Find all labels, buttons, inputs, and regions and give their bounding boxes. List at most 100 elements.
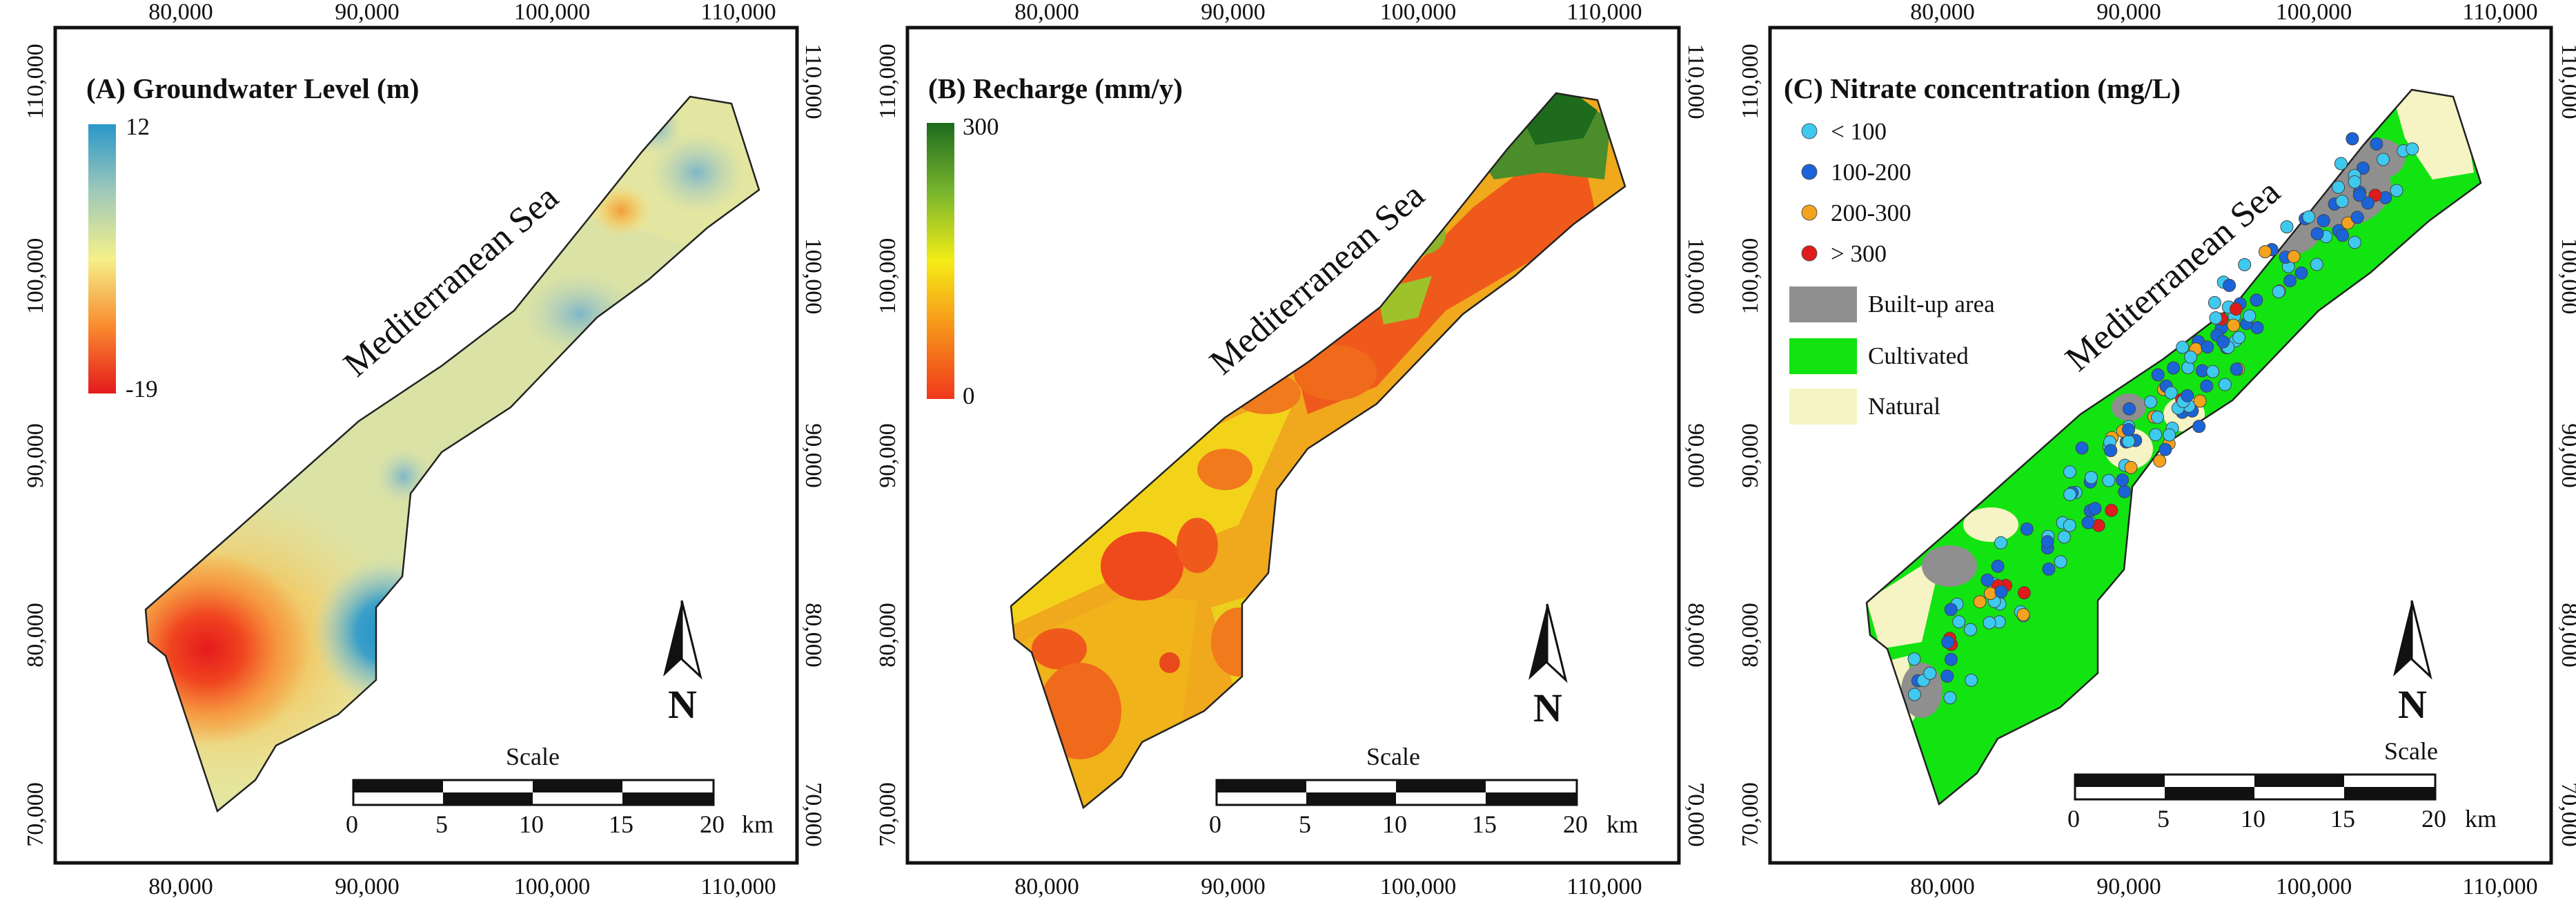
y-tick: 90,000	[23, 423, 48, 488]
well-point	[2085, 471, 2098, 485]
x-tick: 90,000	[335, 874, 400, 899]
well-point	[2336, 228, 2350, 242]
legend-label: > 300	[1831, 240, 1887, 267]
well-point	[2238, 257, 2252, 271]
well-point	[2283, 274, 2297, 288]
x-tick: 100,000	[514, 0, 591, 25]
x-tick: 80,000	[1014, 874, 1079, 899]
y-tick: 100,000	[1738, 238, 1763, 315]
well-point	[2348, 235, 2361, 249]
scale-bar: Scale 0 5 10 15 20 km	[1209, 743, 1638, 838]
well-point	[1983, 587, 1997, 601]
well-point	[2208, 295, 2221, 309]
legend-label: 100-200	[1831, 159, 1911, 186]
well-point	[1907, 652, 1921, 666]
scale-bar: Scale 0 5 10 15 20 km	[346, 743, 774, 838]
y-tick: 100,000	[23, 238, 48, 315]
legend-swatch-gt300	[1801, 245, 1818, 262]
well-point	[2250, 293, 2263, 307]
north-arrow-icon: N	[663, 600, 702, 727]
well-point	[2230, 362, 2243, 376]
panel-nitrate: (C) Nitrate concentration (mg/L) < 100 1…	[1715, 0, 2576, 905]
well-point	[2102, 474, 2116, 487]
y-tick: 110,000	[23, 43, 48, 119]
y-tick: 110,000	[800, 43, 826, 119]
y-tick: 90,000	[2557, 423, 2576, 488]
well-point	[2163, 428, 2176, 442]
well-point	[1907, 688, 1921, 701]
scale-tick: 10	[519, 810, 544, 838]
x-tick: 110,000	[1566, 874, 1642, 899]
x-tick: 100,000	[2276, 0, 2352, 25]
legend-label: Built-up area	[1868, 291, 1995, 318]
well-point	[2229, 302, 2243, 316]
scale-unit: km	[1606, 810, 1638, 838]
x-axis-bottom: 80,000 90,000 100,000 110,000	[1014, 874, 1642, 899]
y-tick: 110,000	[2557, 43, 2576, 119]
well-point	[1944, 603, 1958, 616]
y-tick: 80,000	[875, 603, 901, 668]
panel-recharge: (B) Recharge (mm/y) 300 0 Mediterranean …	[852, 0, 1708, 905]
well-point	[2193, 394, 2207, 408]
well-point	[2088, 502, 2102, 516]
well-point	[2181, 389, 2194, 402]
y-tick: 80,000	[23, 603, 48, 668]
well-point	[2317, 214, 2330, 228]
well-point	[1945, 652, 1958, 666]
x-axis-top: 80,000 90,000 100,000 110,000	[1910, 0, 2537, 25]
well-point	[2348, 175, 2361, 188]
x-axis-top: 80,000 90,000 100,000 110,000	[148, 0, 776, 25]
well-point	[2063, 518, 2076, 532]
x-tick: 110,000	[2462, 874, 2537, 899]
map-c: (C) Nitrate concentration (mg/L) < 100 1…	[1738, 0, 2576, 899]
well-point	[2370, 137, 2383, 150]
scale-tick: 0	[346, 810, 358, 838]
well-point	[2105, 503, 2118, 517]
legend-min-label: 0	[963, 382, 975, 409]
north-arrow-icon: N	[2393, 600, 2432, 727]
y-tick: 70,000	[800, 782, 826, 847]
legend-label: Natural	[1868, 393, 1940, 420]
well-point	[2151, 410, 2164, 424]
x-tick: 100,000	[514, 874, 591, 899]
y-axis-right: 110,000 100,000 90,000 80,000 70,000	[800, 43, 826, 846]
panel-groundwater-level: (A) Groundwater Level (m) 12 -19 Mediter…	[0, 0, 828, 905]
y-tick: 90,000	[1683, 423, 1708, 488]
well-point	[1941, 635, 1955, 649]
scale-tick: 10	[2241, 805, 2265, 833]
well-point	[2406, 142, 2419, 156]
well-point	[2104, 444, 2118, 458]
x-tick: 90,000	[1201, 0, 1266, 25]
map-a: (A) Groundwater Level (m) 12 -19 Mediter…	[23, 0, 826, 899]
well-point	[2118, 485, 2132, 498]
y-axis-right: 110,000 100,000 90,000 80,000 70,000	[1683, 43, 1708, 846]
legend: < 100 100-200 200-300 > 300 Built-up are…	[1789, 118, 1995, 425]
y-axis-left: 110,000 100,000 90,000 80,000 70,000	[875, 43, 901, 846]
well-point	[2302, 210, 2316, 224]
well-point	[2335, 195, 2349, 208]
well-point	[2116, 473, 2130, 487]
well-point	[2216, 335, 2230, 349]
well-point	[2352, 188, 2366, 202]
well-point	[2057, 530, 2071, 544]
well-point	[1973, 595, 1987, 609]
x-tick: 90,000	[335, 0, 400, 25]
legend-max-label: 12	[126, 113, 150, 140]
y-tick: 90,000	[875, 423, 901, 488]
well-point	[1952, 615, 1966, 629]
scale-tick: 20	[700, 810, 725, 838]
well-point	[2287, 250, 2301, 264]
well-point	[2377, 153, 2390, 166]
y-tick: 110,000	[875, 43, 901, 119]
well-point	[1943, 691, 1957, 705]
well-point	[2206, 364, 2220, 378]
y-tick: 100,000	[800, 238, 826, 315]
y-tick: 90,000	[1738, 423, 1763, 488]
x-axis-bottom: 80,000 90,000 100,000 110,000	[1910, 874, 2537, 899]
x-tick: 90,000	[1201, 874, 1266, 899]
y-axis-left: 110,000 100,000 90,000 80,000 70,000	[1738, 43, 1763, 846]
well-point	[2144, 395, 2158, 409]
x-tick: 100,000	[2276, 874, 2352, 899]
legend-min-label: -19	[126, 376, 158, 402]
well-point	[2081, 516, 2095, 529]
